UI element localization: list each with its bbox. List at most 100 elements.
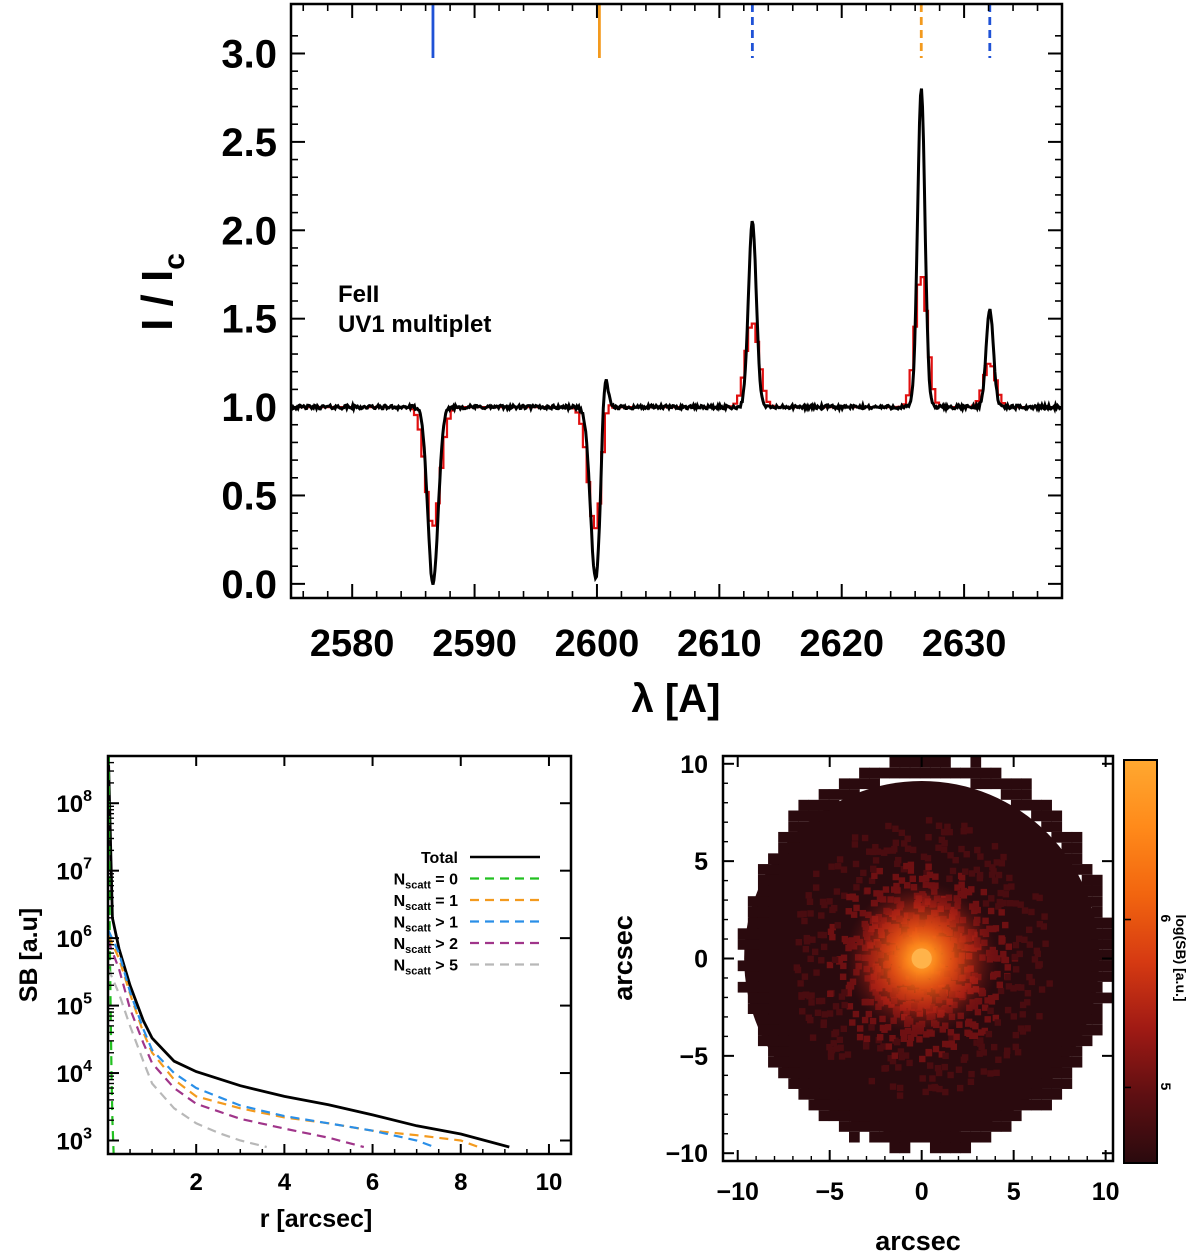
map-speckle [840, 1025, 848, 1033]
map-rim-block [1091, 885, 1103, 897]
map-speckle [961, 1054, 969, 1061]
map-rim-block [788, 1067, 800, 1079]
map-rim-block [818, 1099, 830, 1111]
map-speckle [936, 1085, 943, 1093]
map-rim-block [838, 1121, 850, 1132]
map-speckle [998, 909, 1005, 916]
map-speckle [812, 884, 820, 891]
map-rim-block [798, 799, 810, 811]
map-speckle [836, 1008, 843, 1016]
map-rim-block [757, 885, 769, 897]
map-speckle [909, 846, 917, 854]
map-speckle [889, 1057, 897, 1065]
map-rim-block [889, 1121, 901, 1132]
map-speckle [1018, 984, 1025, 991]
map-rim-block [1081, 896, 1093, 907]
map-speckle [906, 1040, 914, 1047]
map-rim-block [788, 1078, 800, 1089]
map-speckle [827, 990, 834, 998]
map-speckle [840, 866, 848, 873]
map-rim-block [859, 1121, 870, 1132]
sb-legend-relation: > 5 [431, 958, 458, 975]
sb-map-image [737, 756, 1113, 1154]
map-rim-block [929, 756, 941, 768]
map-speckle [909, 875, 917, 882]
map-speckle [980, 1068, 987, 1075]
map-rim-block [757, 1003, 769, 1015]
map-speckle [801, 973, 809, 980]
spec-ytick-label-2: 1.0 [221, 386, 277, 430]
map-rim-block [1091, 971, 1103, 982]
map-rim-block [1041, 1088, 1052, 1100]
map-speckle [849, 893, 856, 900]
map-speckle [992, 993, 999, 1001]
map-speckle [866, 848, 873, 855]
map-speckle [839, 973, 847, 981]
spectrum-plot-area [291, 88, 1062, 585]
map-rim-block [747, 939, 759, 950]
sb-ytick-exponent: 8 [83, 788, 92, 805]
spectrum-x-label: λ [A] [632, 677, 721, 721]
map-speckle [964, 1020, 972, 1027]
map-speckle [826, 1010, 834, 1017]
map-speckle [893, 1038, 901, 1046]
colorbar-label: log(SB) [a.u.] [1173, 914, 1189, 1001]
map-rim-block [1071, 1024, 1083, 1036]
map-speckle [814, 1009, 822, 1016]
map-rim-block [1010, 778, 1022, 790]
map-rim-block [1010, 789, 1022, 800]
map-rim-block [838, 1099, 850, 1111]
map-speckle [1010, 985, 1017, 992]
map-rim-block [808, 1078, 820, 1089]
map-speckle [895, 1064, 902, 1071]
map-speckle [844, 1051, 852, 1058]
map-rim-block [768, 874, 779, 886]
map-speckle [929, 1075, 936, 1082]
map-rim-block [980, 1121, 992, 1132]
map-speckle [892, 873, 900, 881]
map-rim-block [1091, 928, 1103, 940]
map-rim-block [869, 767, 880, 779]
map-rim-block [818, 799, 830, 811]
map-rim-block [1021, 1099, 1032, 1111]
sb-xtick-label-3: 8 [454, 1169, 467, 1196]
map-rim-block [778, 1056, 789, 1068]
sb-legend-relation: > 2 [431, 936, 458, 953]
map-speckle [987, 907, 995, 915]
spectrum-axes-frame [289, 2, 1064, 600]
spectrum-y-ticks: 0.0 0.5 1.0 1.5 2.0 2.5 3.0 [221, 33, 1062, 607]
map-rim-block [940, 1142, 951, 1154]
map-speckle [831, 1030, 838, 1038]
map-rim-block [940, 756, 951, 768]
map-speckle [987, 1070, 994, 1077]
map-speckle [988, 895, 995, 902]
map-speckle [1035, 962, 1042, 969]
map-rim-block [1010, 1099, 1022, 1111]
map-rim-block [1000, 778, 1012, 790]
map-rim-block [757, 917, 769, 929]
map-rim-block [1051, 1088, 1063, 1100]
map-rim-block [747, 1003, 759, 1015]
spec-ytick-label-1: 0.5 [221, 474, 277, 518]
map-speckle [902, 1052, 910, 1059]
map-rim-block [1071, 1056, 1083, 1068]
map-rim-block [889, 1131, 901, 1143]
map-rim-block [757, 1035, 769, 1047]
sb-legend-subscript: scatt [405, 880, 431, 892]
map-speckle [976, 1050, 983, 1057]
map-speckle [932, 1045, 940, 1053]
map-rim-block [747, 981, 759, 993]
map-speckle [805, 1014, 813, 1021]
map-speckle [938, 1051, 946, 1058]
map-speckle [948, 1033, 955, 1041]
map-speckle [963, 851, 970, 858]
map-speckle [797, 911, 804, 918]
sb-ytick-label-0: 103 [56, 1126, 92, 1156]
map-speckle [873, 890, 880, 897]
map-rim-block [1071, 853, 1083, 865]
sb-series-4 [108, 940, 365, 1149]
map-rim-block [1041, 1078, 1052, 1089]
map-rim-block [1071, 1035, 1083, 1047]
spec-xtick-label-0: 2580 [310, 623, 395, 665]
